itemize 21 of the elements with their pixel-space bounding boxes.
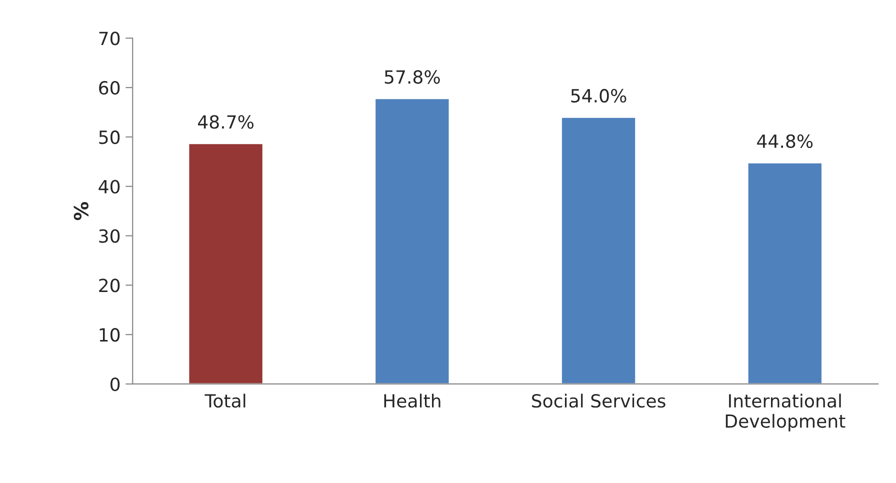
y-tick-label: 70 [99,32,120,46]
data-label: 54.0% [571,88,626,103]
y-tick-label: 0 [110,377,120,392]
y-axis-title: % [74,202,89,220]
data-label: 44.8% [757,134,813,148]
y-tick-label: 10 [100,328,120,342]
y-tick-label: 60 [99,81,120,95]
bar [188,142,264,384]
bar [746,162,823,384]
y-tick-label: 50 [99,130,120,144]
y-tick-label: 30 [99,229,120,243]
x-tick-label: Health [384,394,440,408]
x-tick-label: Total [204,394,246,408]
y-tick-label: 40 [98,180,120,194]
data-label: 57.8% [384,70,440,84]
x-tick-label: Social Services [532,394,666,408]
bar [560,116,636,384]
data-label: 48.7% [198,115,254,129]
x-tick-label: International Development [726,394,846,432]
bar [374,98,450,384]
y-tick-label: 20 [99,278,120,292]
